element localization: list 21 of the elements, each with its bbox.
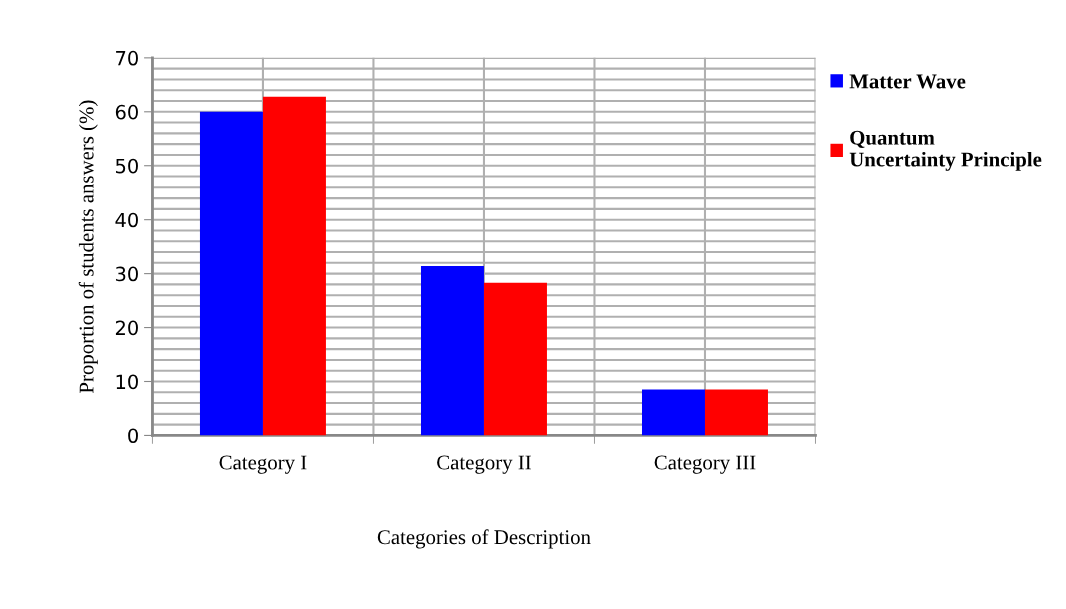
legend-label: Quantum Uncertainty Principle [849,130,1042,171]
y-tick-label: 0 [128,428,138,444]
y-tick-label: 40 [115,212,138,228]
x-tick-label: Category III [654,455,756,474]
y-axis-title: Proportion of students answers (%) [78,100,98,394]
bar [641,389,705,436]
x-tick-label: Category I [219,455,307,474]
bar [483,282,547,436]
bar [199,111,263,436]
bar [420,266,484,436]
bar [262,96,326,436]
y-tick-label: 30 [115,266,138,282]
x-tick-label: Category II [437,455,531,474]
y-tick-label: 70 [116,50,138,66]
legend-label: Matter Wave [849,74,966,89]
y-tick-label: 60 [115,104,138,120]
bar [704,389,768,436]
y-tick-label: 20 [115,320,138,336]
y-tick-label: 50 [116,158,138,174]
y-tick-label: 10 [116,374,138,390]
x-axis-title: Categories of Description [377,529,591,549]
